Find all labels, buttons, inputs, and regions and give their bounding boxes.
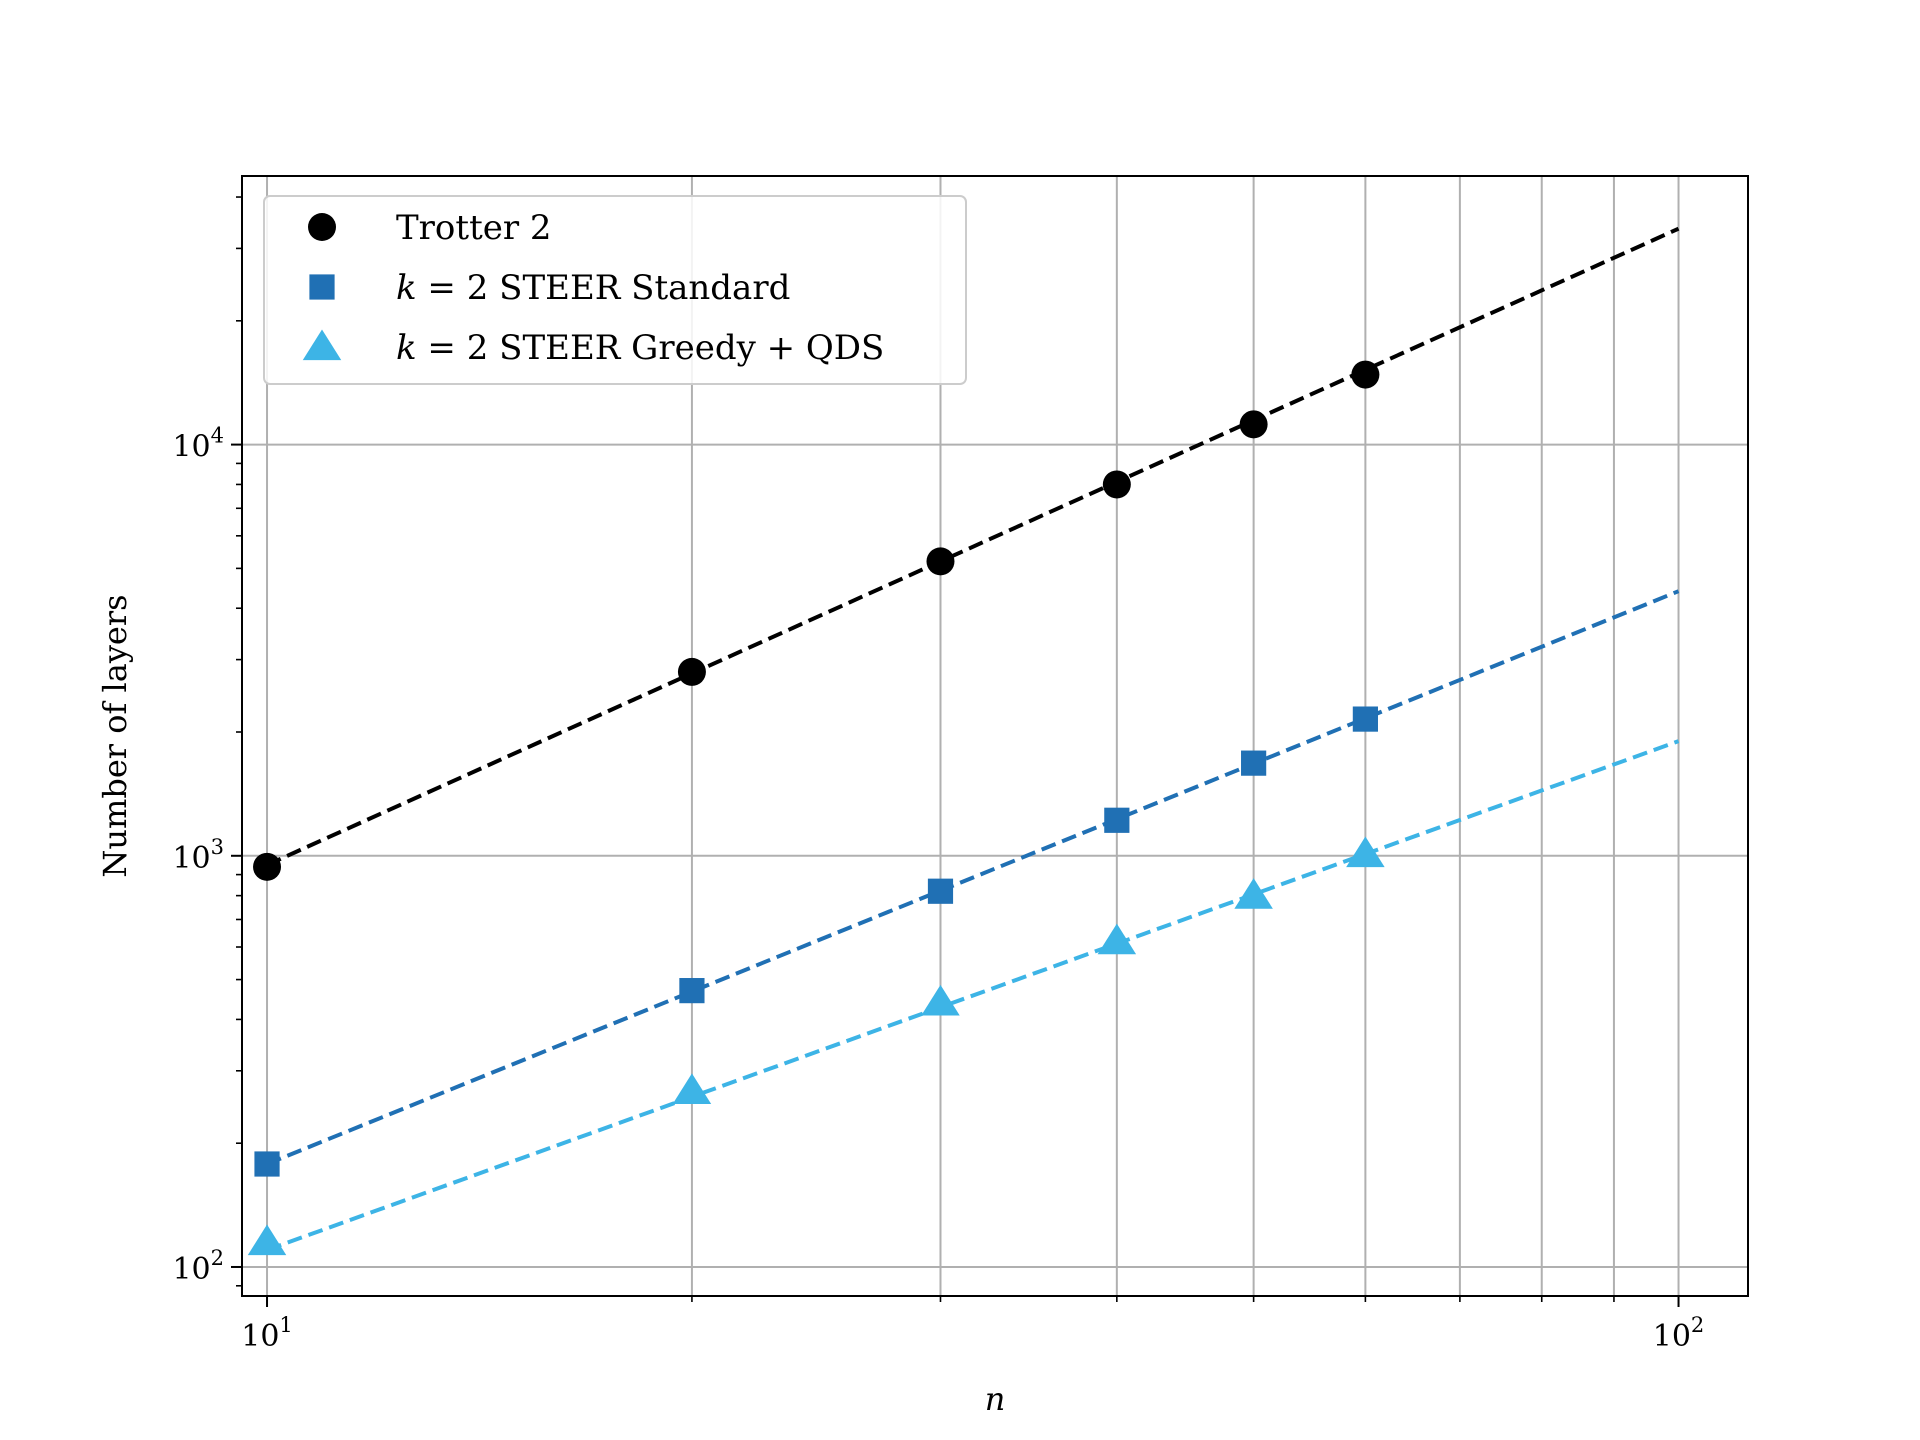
data-point-series-1 (1351, 360, 1380, 389)
legend-label-2: k = 2 STEER Standard (396, 268, 790, 308)
legend-marker-3 (302, 329, 342, 361)
data-point-series-2 (679, 978, 705, 1004)
legend-marker-1 (308, 213, 336, 241)
data-point-series-2 (927, 878, 954, 904)
y-tick-label: 103 (172, 835, 224, 876)
fit-line-series-3 (266, 739, 1680, 1252)
ticks: 101 102 102 103 104 (172, 196, 1705, 1354)
fit-line-series-1 (266, 226, 1680, 867)
data-point-series-2 (1352, 706, 1378, 732)
x-tick-label: 101 (241, 1313, 293, 1354)
y-tick-label: 102 (172, 1246, 224, 1287)
x-tick-label: 102 (1653, 1313, 1705, 1354)
y-axis-title: Number of layers (96, 594, 134, 877)
data-point-series-2 (1241, 750, 1267, 776)
data-point-series-1 (1239, 410, 1268, 439)
data-point-series-3 (921, 984, 960, 1016)
data-point-series-3 (1234, 878, 1273, 909)
data-point-series-1 (1102, 470, 1131, 499)
plot-frame (241, 175, 1749, 1297)
data-point-series-1 (926, 547, 955, 576)
data-point-series-3 (672, 1073, 712, 1105)
data-point-series-2 (1104, 807, 1130, 833)
data-point-series-1 (253, 852, 282, 881)
data-point-series-1 (677, 657, 706, 686)
legend-marker-2 (309, 274, 335, 300)
fit-lines (266, 226, 1680, 1252)
x-axis-title: n (985, 1380, 1006, 1418)
legend-label-3: k = 2 STEER Greedy + QDS (396, 328, 884, 368)
data-point-series-3 (247, 1224, 287, 1256)
legend-label-1: Trotter 2 (396, 208, 552, 248)
data-point-series-3 (1097, 923, 1137, 955)
y-tick-label: 104 (172, 424, 224, 465)
fit-line-series-2 (266, 589, 1680, 1166)
data-markers (247, 360, 1385, 1256)
data-point-series-2 (254, 1151, 280, 1177)
legend-box (263, 195, 967, 385)
data-point-series-3 (1346, 836, 1385, 868)
legend: Trotter 2 k = 2 STEER Standard k = 2 STEER… (263, 195, 967, 385)
